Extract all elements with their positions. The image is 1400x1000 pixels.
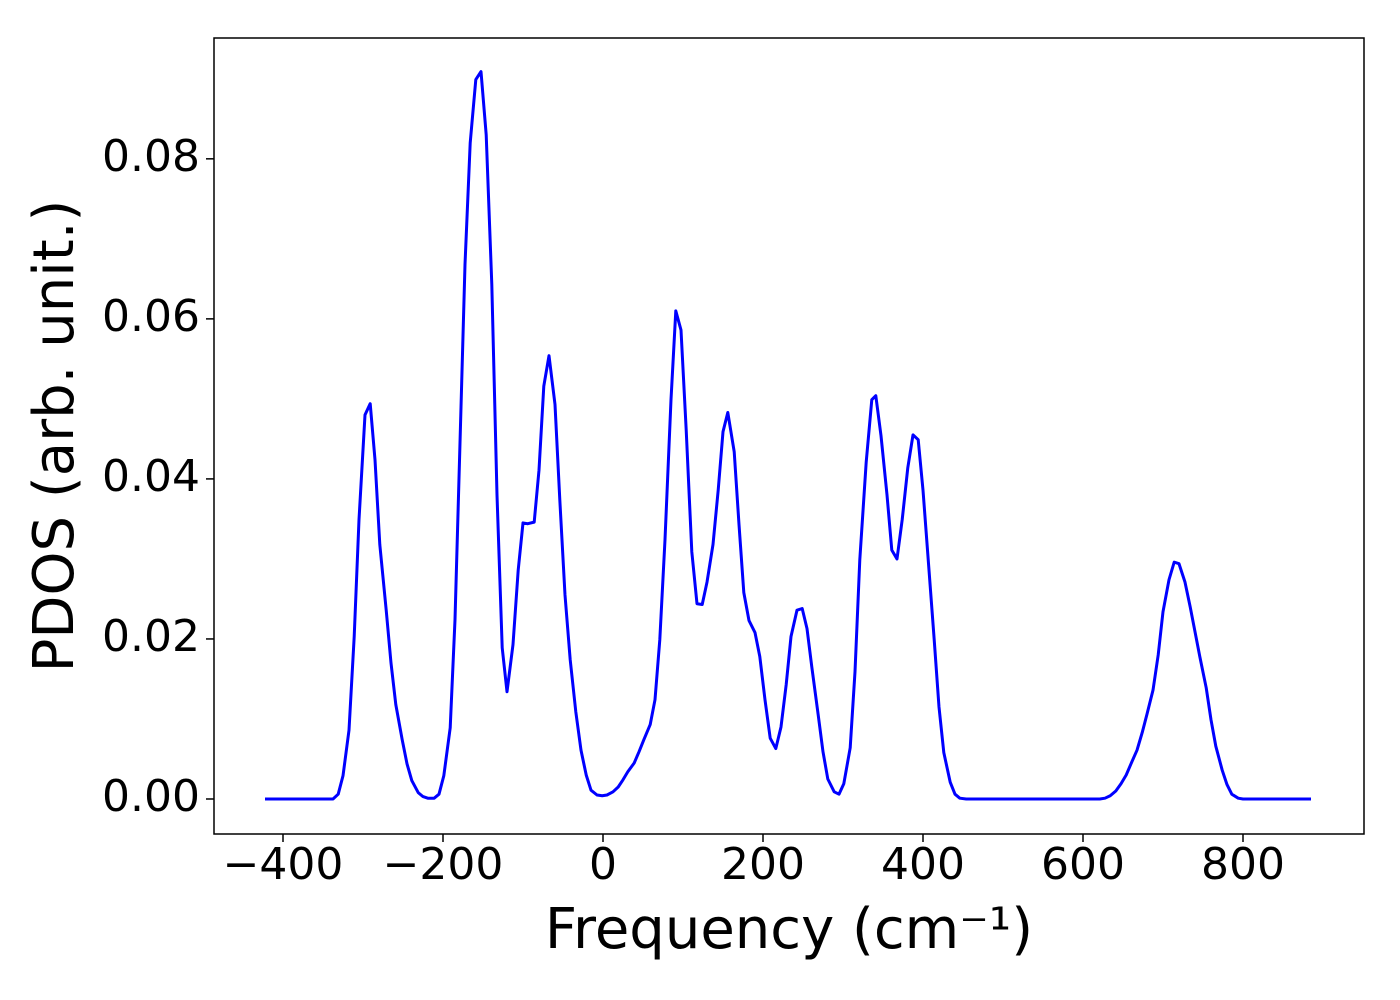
x-tick-label: −200 <box>383 839 504 890</box>
x-tick-label: 800 <box>1201 839 1285 890</box>
x-tick-label: 0 <box>589 839 617 890</box>
x-axis-label: Frequency (cm⁻¹) <box>545 897 1033 962</box>
x-tick-label: 200 <box>721 839 805 890</box>
plot-frame <box>213 37 1365 835</box>
y-tick-label: 0.08 <box>102 131 200 182</box>
x-tick-label: 600 <box>1041 839 1125 890</box>
x-tick-label: −400 <box>223 839 344 890</box>
y-tick-label: 0.00 <box>102 771 200 822</box>
y-axis-label: PDOS (arb. unit.) <box>22 200 87 673</box>
y-tick-label: 0.06 <box>102 291 200 342</box>
y-tick-label: 0.04 <box>102 451 200 502</box>
y-tick-label: 0.02 <box>102 611 200 662</box>
x-tick-label: 400 <box>881 839 965 890</box>
line <box>265 70 1311 801</box>
